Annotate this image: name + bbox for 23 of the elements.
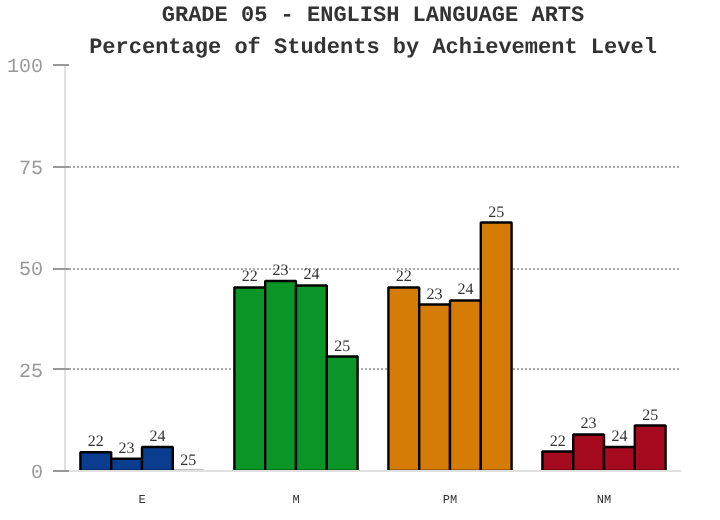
text: 23 [580, 414, 597, 433]
series-label: 25 [334, 336, 351, 355]
y-tick-label: 50 [19, 261, 44, 283]
y-tick-label: 25 [19, 362, 44, 385]
series-label: 23 [118, 438, 135, 457]
chart-subtitle: Percentage of Students by Achievement Level [89, 35, 658, 61]
text: 23 [426, 284, 443, 303]
y-tick-label: 75 [19, 159, 44, 182]
chart-title: GRADE 05 - ENGLISH LANGUAGE ARTS [161, 5, 586, 29]
text: 25 [488, 202, 505, 221]
text: 23 [272, 260, 289, 279]
text: 22 [549, 431, 566, 450]
text: 24 [611, 427, 628, 446]
text: 22 [241, 267, 258, 286]
text: 24 [457, 280, 474, 299]
text: 24 [303, 265, 320, 284]
text: 25 [642, 405, 659, 424]
y-tick-label: 100 [6, 58, 44, 80]
y-tick-label: 0 [31, 464, 44, 486]
text: 22 [395, 267, 412, 286]
series-label: 24 [149, 427, 166, 446]
text: 25 [180, 451, 197, 469]
series-label: 22 [87, 432, 104, 451]
